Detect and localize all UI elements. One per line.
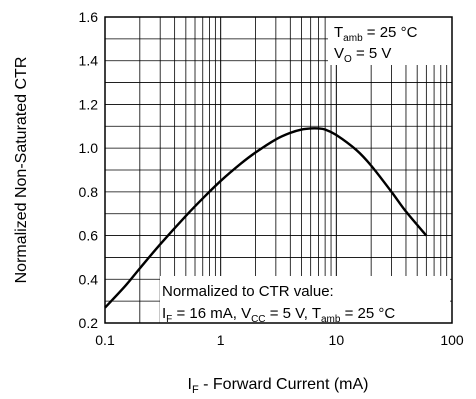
plot-frame: [104, 16, 453, 324]
conditions-line-2: VO = 5 V: [334, 45, 391, 65]
y-tick-label: 0.6: [79, 228, 99, 244]
normalized-box: [160, 276, 450, 324]
tick-labels: 0.1 1 10 100 0.2 0.4 0.6 0.8 1.0 1.2 1.4 1.6: [79, 9, 464, 348]
y-tick-label: 0.8: [79, 184, 99, 200]
y-tick-label: 1.6: [79, 9, 99, 25]
normalized-line-1: Normalized to CTR value:: [162, 283, 334, 300]
series-layer: [104, 127, 428, 309]
y-tick-label: 1.2: [79, 96, 99, 112]
y-tick-label: 0.4: [79, 271, 99, 287]
conditions-line-1: Tamb = 25 °C: [334, 24, 418, 44]
x-tick-label: 1: [217, 332, 225, 348]
y-tick-label: 1.4: [79, 53, 99, 69]
x-tick-label: 100: [440, 332, 464, 348]
x-tick-label: 10: [329, 332, 345, 348]
y-tick-label: 0.2: [79, 315, 99, 331]
conditions-box: [328, 17, 452, 65]
x-axis-title: IF - Forward Current (mA): [188, 376, 369, 396]
series-line-0: [104, 127, 428, 309]
normalized-line-2: IF = 16 mA, VCC = 5 V, Tamb = 25 °C: [162, 305, 395, 325]
y-tick-label: 1.0: [79, 140, 99, 156]
x-tick-label: 0.1: [95, 332, 115, 348]
y-axis-title: Normalized Non-Saturated CTR: [13, 57, 30, 284]
